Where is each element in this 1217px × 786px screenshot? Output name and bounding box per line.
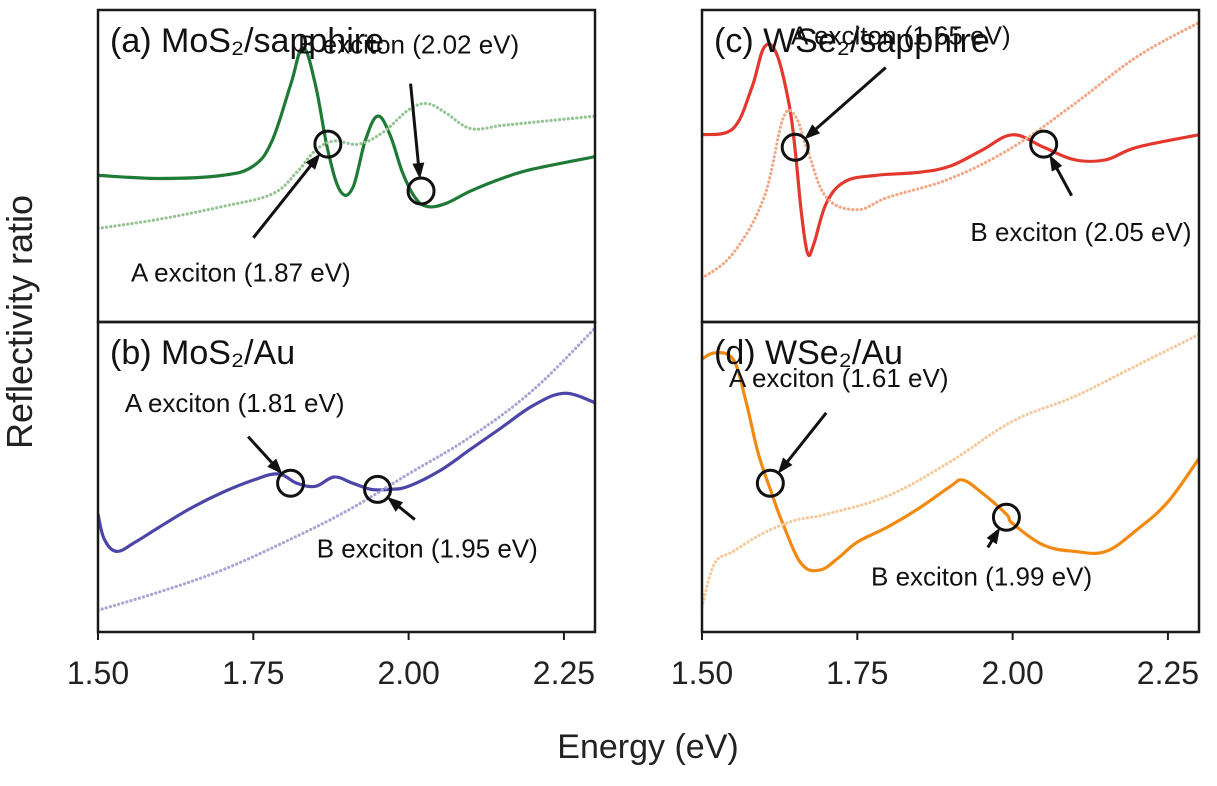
exciton-arrow (252, 157, 318, 239)
panel-frame (96, 320, 597, 634)
series-solid-a (98, 45, 595, 209)
series-solid-b (98, 391, 595, 554)
panel-b: A exciton (1.81 eV) B exciton (1.95 eV) (b… (67, 320, 597, 691)
series-dotted-c (702, 20, 1199, 280)
exciton-marker (313, 129, 343, 159)
exciton-label: A exciton (1.61 eV) (729, 363, 949, 393)
panel-c: A exciton (1.65 eV) B exciton (2.05 eV) (c… (700, 8, 1201, 324)
x-tick-label: 2.00 (377, 655, 439, 691)
exciton-arrowhead (804, 124, 821, 140)
panel-title: (c) WSe₂/sapphire (714, 22, 990, 60)
x-tick-label: 1.50 (671, 655, 733, 691)
panels: B exciton (2.02 eV) A exciton (1.87 eV) (a… (67, 8, 1201, 691)
x-tick-label: 1.75 (826, 655, 888, 691)
series-solid-d (702, 351, 1199, 573)
series-dotted-d (702, 332, 1199, 609)
exciton-arrowhead (267, 458, 283, 475)
plot-area-b (98, 326, 595, 612)
panel-frame (700, 320, 1201, 634)
exciton-marker (991, 502, 1021, 532)
exciton-label: A exciton (1.81 eV) (125, 388, 345, 418)
x-tick-label: 2.00 (981, 655, 1043, 691)
x-axis-label: Energy (eV) (557, 728, 738, 766)
exciton-arrowhead (1049, 154, 1063, 172)
exciton-arrowhead (777, 457, 793, 474)
exciton-marker (363, 474, 393, 504)
exciton-arrowhead (986, 527, 1001, 545)
series-dotted-b (98, 326, 595, 612)
exciton-label: A exciton (1.87 eV) (131, 257, 351, 287)
x-tick-label: 2.25 (1137, 655, 1199, 691)
exciton-arrow (780, 411, 828, 471)
panel-a: B exciton (2.02 eV) A exciton (1.87 eV) (a… (96, 8, 597, 324)
exciton-marker (780, 132, 810, 162)
exciton-label: B exciton (1.95 eV) (317, 534, 538, 564)
panel-title: (b) MoS₂/Au (110, 334, 295, 372)
x-tick-label: 1.75 (222, 655, 284, 691)
exciton-label: B exciton (2.05 eV) (970, 217, 1191, 247)
exciton-marker (1029, 129, 1059, 159)
exciton-label: B exciton (2.02 eV) (298, 30, 519, 60)
exciton-arrow (409, 83, 421, 174)
exciton-arrowhead (412, 162, 425, 179)
plot-area-a (98, 45, 595, 230)
panel-d: A exciton (1.61 eV) B exciton (1.99 eV) (d… (671, 320, 1201, 691)
exciton-label: A exciton (1.65 eV) (791, 20, 1011, 50)
y-axis-label: Reflectivity ratio (0, 195, 40, 449)
panel-title: (d) WSe₂/Au (714, 334, 903, 372)
exciton-arrowhead (386, 496, 404, 512)
x-tick-label: 2.25 (533, 655, 595, 691)
series-dotted-a (98, 101, 595, 230)
series-solid-c (702, 42, 1199, 258)
exciton-marker (755, 468, 785, 498)
exciton-arrowhead (305, 153, 321, 170)
exciton-marker (276, 468, 306, 498)
panel-title: (a) MoS₂/sapphire (110, 22, 384, 60)
exciton-arrow (807, 66, 887, 137)
plot-area-c (702, 20, 1199, 280)
exciton-marker (406, 176, 436, 206)
x-tick-label: 1.50 (67, 655, 129, 691)
exciton-label: B exciton (1.99 eV) (871, 562, 1092, 592)
plot-area-d (702, 332, 1199, 609)
